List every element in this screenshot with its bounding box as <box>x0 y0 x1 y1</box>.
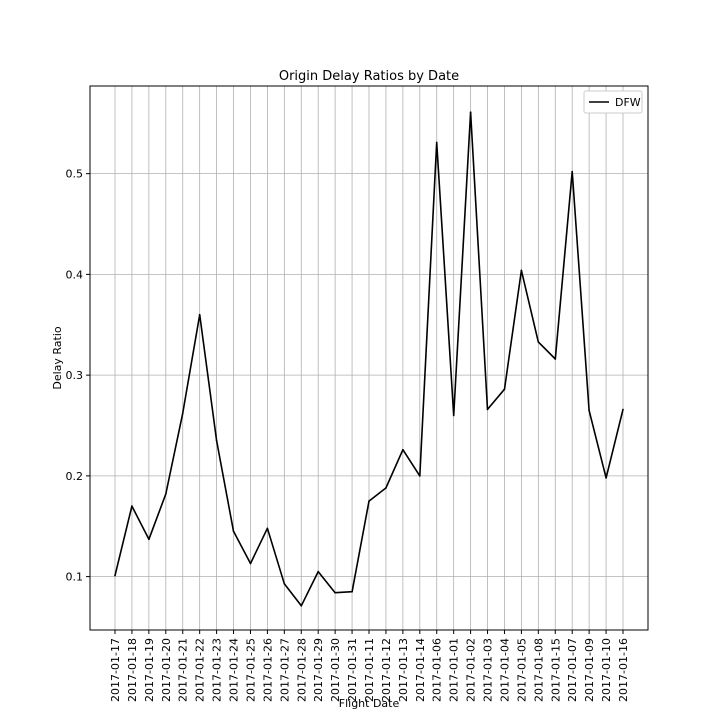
x-tick-label: 2017-01-08 <box>532 638 545 702</box>
series-lines <box>114 111 624 607</box>
x-tick-label: 2017-01-09 <box>583 638 596 702</box>
data-point <box>554 358 557 360</box>
x-tick-label: 2017-01-07 <box>566 638 579 702</box>
data-point <box>351 590 353 593</box>
x-tick-label: 2017-01-18 <box>126 638 139 702</box>
legend: DFW <box>583 90 643 114</box>
x-tick-label: 2017-01-11 <box>363 638 376 702</box>
data-point <box>402 448 404 451</box>
data-point <box>165 493 167 495</box>
y-tick-label: 0.1 <box>66 571 84 584</box>
data-point <box>622 408 624 411</box>
y-axis-title: Delay Ratio <box>51 326 64 390</box>
data-point <box>435 141 438 144</box>
x-tick-label: 2017-01-06 <box>431 638 444 702</box>
data-point <box>605 477 607 479</box>
x-tick-label: 2017-01-01 <box>448 638 461 702</box>
data-point <box>419 475 421 477</box>
y-tick-label: 0.3 <box>66 369 84 382</box>
x-tick-label: 2017-01-24 <box>228 638 241 702</box>
x-tick-label: 2017-01-17 <box>109 638 122 702</box>
x-tick-label: 2017-01-28 <box>295 638 308 702</box>
data-point <box>266 527 269 530</box>
data-point <box>520 269 523 272</box>
x-tick-label: 2017-01-29 <box>312 638 325 702</box>
x-tick-label: 2017-01-21 <box>177 638 190 702</box>
data-point <box>469 111 472 113</box>
x-tick-label: 2017-01-26 <box>261 638 274 702</box>
x-tick-label: 2017-01-27 <box>278 638 291 702</box>
x-tick-label: 2017-01-30 <box>329 638 342 702</box>
data-point <box>148 538 150 541</box>
data-point <box>114 574 116 577</box>
x-tick-label: 2017-01-02 <box>465 638 478 702</box>
x-axis-title: Flight Date <box>339 697 400 710</box>
chart-title: Origin Delay Ratios by Date <box>279 69 459 84</box>
data-point <box>503 388 506 391</box>
data-point <box>215 439 218 442</box>
x-tick-label: 2017-01-23 <box>211 638 224 702</box>
x-tick-label: 2017-01-16 <box>617 638 630 702</box>
y-tick-label: 0.5 <box>66 168 84 181</box>
y-tick-label: 0.4 <box>66 268 84 281</box>
data-point <box>300 605 303 607</box>
data-point <box>232 530 235 533</box>
data-point <box>537 341 540 343</box>
x-tick-label: 2017-01-14 <box>414 638 427 702</box>
x-axis-ticks: 2017-01-17 2017-01-18 2017-01-19 2017-01-20… <box>109 630 630 702</box>
x-tick-label: 2017-01-03 <box>482 638 495 702</box>
data-point <box>317 570 320 573</box>
legend-box <box>583 90 643 114</box>
data-point <box>283 582 286 585</box>
data-point <box>571 170 573 173</box>
data-point <box>131 505 133 507</box>
data-point <box>368 500 370 502</box>
data-point <box>334 591 336 594</box>
x-tick-label: 2017-01-10 <box>600 638 613 702</box>
data-point <box>249 562 252 565</box>
x-tick-label: 2017-01-22 <box>194 638 207 702</box>
x-tick-label: 2017-01-05 <box>515 638 528 702</box>
x-tick-label: 2017-01-15 <box>549 638 562 702</box>
y-axis-ticks: 0.1 0.2 0.3 0.4 0.5 <box>66 168 90 584</box>
data-point <box>181 412 184 415</box>
x-tick-label: 2017-01-25 <box>244 638 257 702</box>
grid-lines <box>90 86 648 630</box>
x-tick-label: 2017-01-19 <box>143 638 156 702</box>
x-tick-label: 2017-01-13 <box>397 638 410 702</box>
data-point <box>486 408 489 411</box>
x-tick-label: 2017-01-20 <box>160 638 173 702</box>
data-point <box>588 409 590 412</box>
x-tick-label: 2017-01-04 <box>498 638 511 702</box>
x-tick-label: 2017-01-31 <box>346 638 359 702</box>
data-point <box>452 414 455 417</box>
y-tick-label: 0.2 <box>66 470 84 483</box>
x-tick-label: 2017-01-12 <box>380 638 393 702</box>
data-point <box>198 313 201 316</box>
legend-label: DFW <box>615 96 641 109</box>
data-point <box>385 487 387 489</box>
